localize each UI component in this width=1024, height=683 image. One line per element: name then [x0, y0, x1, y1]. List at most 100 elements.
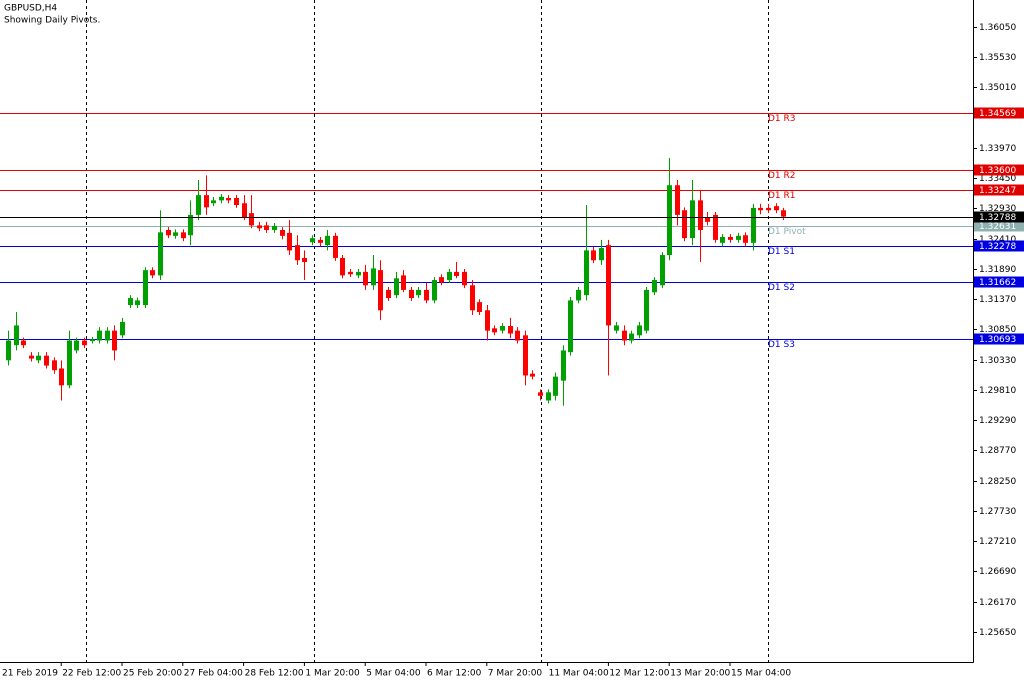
candle-body [257, 225, 262, 229]
candle-body [348, 271, 353, 275]
y-tick-label: 1.32930 [979, 204, 1016, 214]
y-tick-label: 1.33450 [979, 174, 1016, 184]
x-tick-label: 7 Mar 20:00 [488, 669, 543, 679]
candle-body [325, 235, 330, 246]
x-tick-label: 12 Mar 12:00 [609, 669, 669, 679]
level-name: D1 R1 [768, 191, 796, 201]
candle-body [363, 271, 368, 286]
candle-body [333, 235, 338, 258]
candle-body [90, 339, 95, 342]
y-tick-label: 1.35530 [979, 53, 1016, 63]
candle-body [660, 255, 665, 286]
y-tick-label: 1.36050 [979, 23, 1016, 33]
candle-body [310, 238, 315, 243]
y-tick-label: 1.31890 [979, 265, 1016, 275]
x-tick-label: 15 Mar 04:00 [731, 669, 791, 679]
candle-body [424, 289, 429, 301]
price-label-box [974, 333, 1024, 345]
candle-body [766, 207, 771, 211]
candle-body [561, 350, 566, 381]
candle-body [667, 185, 672, 256]
candle-body [485, 310, 490, 331]
price-label: 1.33600 [979, 166, 1016, 176]
price-label: 1.32788 [979, 213, 1016, 223]
candle-body [454, 271, 459, 276]
x-tick-label: 5 Mar 04:00 [366, 669, 421, 679]
candle-body [166, 230, 171, 236]
price-label: 1.34569 [979, 109, 1016, 119]
candle-body [515, 330, 520, 341]
y-tick-label: 1.30330 [979, 356, 1016, 366]
price-label-box [974, 211, 1024, 223]
candle-body [477, 302, 482, 313]
candle-body [439, 277, 444, 283]
candle-body [492, 328, 497, 333]
price-label-box [974, 184, 1024, 196]
candle-body [728, 236, 733, 240]
price-label-box [974, 276, 1024, 288]
candle-body [523, 335, 528, 376]
y-tick-label: 1.25650 [979, 628, 1016, 638]
price-label-box [974, 220, 1024, 232]
candle-body [219, 196, 224, 201]
candle-body [614, 325, 619, 331]
candle-body [409, 289, 414, 299]
candle-body [378, 270, 383, 311]
candle-body [21, 340, 26, 346]
candle-body [394, 278, 399, 296]
candle-body [698, 200, 703, 231]
candle-body [690, 200, 695, 239]
x-tick-label: 6 Mar 12:00 [427, 669, 482, 679]
y-tick-label: 1.29290 [979, 416, 1016, 426]
y-tick-label: 1.33970 [979, 144, 1016, 154]
candle-body [682, 210, 687, 239]
candle-body [120, 321, 125, 336]
candle-body [295, 245, 300, 261]
candle-body [44, 355, 49, 366]
candle-body [751, 207, 756, 243]
candle-body [553, 376, 558, 396]
candle-body [105, 330, 110, 341]
level-name: D1 S2 [768, 283, 795, 293]
candle-body [29, 355, 34, 359]
x-tick-label: 28 Feb 12:00 [245, 669, 304, 679]
candle-body [500, 325, 505, 331]
candle-body [538, 392, 543, 396]
candle-body [135, 300, 140, 306]
candle-body [204, 195, 209, 208]
candle-body [196, 195, 201, 215]
y-tick-label: 1.28250 [979, 477, 1016, 487]
candle-body [599, 248, 604, 261]
candle-body [371, 268, 376, 286]
x-tick-label: 22 Feb 12:00 [62, 669, 121, 679]
candle-body [67, 340, 72, 386]
candle-body [52, 360, 57, 371]
candle-body [287, 232, 292, 251]
candle-body [150, 270, 155, 276]
y-tick-label: 1.27730 [979, 507, 1016, 517]
candle-body [568, 300, 573, 353]
candle-body [546, 392, 551, 401]
candle-body [242, 203, 247, 218]
candle-body [36, 355, 41, 361]
price-label: 1.32278 [979, 242, 1016, 252]
level-name: D1 R2 [768, 171, 796, 181]
x-tick-label: 27 Feb 04:00 [184, 669, 243, 679]
level-name: D1 S3 [768, 340, 795, 350]
candle-body [470, 285, 475, 311]
candle-body [606, 245, 611, 326]
level-name: D1 R3 [768, 114, 796, 124]
candle-body [743, 235, 748, 243]
candle-body [234, 198, 239, 205]
candle-body [74, 340, 79, 351]
candle-body [340, 257, 345, 276]
candle-body [6, 340, 11, 361]
x-tick-label: 13 Mar 20:00 [670, 669, 730, 679]
y-tick-label: 1.29810 [979, 386, 1016, 396]
candle-body [97, 330, 102, 341]
candle-body [188, 214, 193, 236]
candle-body [447, 271, 452, 281]
candle-body [128, 298, 133, 306]
